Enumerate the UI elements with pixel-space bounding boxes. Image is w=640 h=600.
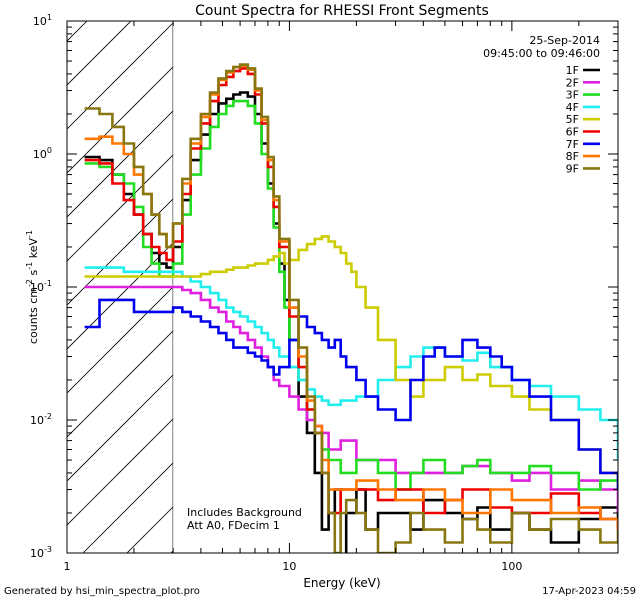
legend-label-7F: 7F <box>566 138 579 151</box>
y-tick-base: 10 <box>33 148 47 161</box>
spectra-series <box>84 63 618 553</box>
chart-title: Count Spectra for RHESSI Front Segments <box>195 3 489 19</box>
legend-label-2F: 2F <box>566 76 579 89</box>
y-tick-exponent: 0 <box>47 146 52 155</box>
y-tick-base: 10 <box>30 281 44 294</box>
legend-label-4F: 4F <box>566 101 579 114</box>
legend-label-3F: 3F <box>566 89 579 102</box>
legend-label-5F: 5F <box>566 113 579 126</box>
y-tick-exponent: 1 <box>47 13 52 22</box>
y-label-sup2: -1 <box>25 262 34 270</box>
y-label-end: keV <box>27 238 40 262</box>
x-tick-label: 100 <box>501 560 522 573</box>
footer-timestamp: 17-Apr-2023 04:59 <box>542 586 636 597</box>
y-tick-base: 10 <box>30 547 44 560</box>
y-tick-exponent: -3 <box>44 545 52 554</box>
y-tick-label: 10-2 <box>30 412 52 427</box>
series-line-5F <box>84 235 618 490</box>
series-line-9F <box>84 63 618 553</box>
hatch-line <box>67 21 220 174</box>
y-label-main: counts cm <box>27 287 40 344</box>
time-range-label: 09:45:00 to 09:46:00 <box>483 47 600 60</box>
legend-label-1F: 1F <box>566 64 579 77</box>
x-axis-label: Energy (keV) <box>303 576 380 590</box>
y-tick-exponent: -1 <box>44 279 52 288</box>
y-tick-base: 10 <box>30 414 44 427</box>
y-tick-base: 10 <box>33 15 47 28</box>
y-tick-label: 10-3 <box>30 545 52 560</box>
legend-label-8F: 8F <box>566 150 579 163</box>
y-label-sup3: -1 <box>25 230 34 238</box>
y-axis-label: counts cm-2 s-1 keV-1 <box>25 230 40 344</box>
y-tick-label: 100 <box>33 146 52 161</box>
annotation-attenuator: Att A0, FDecim 1 <box>187 519 280 532</box>
x-tick-label: 10 <box>282 560 296 573</box>
annotation-background: Includes Background <box>187 506 302 519</box>
y-label-mid: s <box>27 269 40 278</box>
legend-label-6F: 6F <box>566 126 579 139</box>
footer-generated: Generated by hsi_min_spectra_plot.pro <box>4 586 200 597</box>
legend-label-9F: 9F <box>566 162 579 175</box>
x-tick-label: 1 <box>64 560 71 573</box>
date-label: 25-Sep-2014 <box>529 34 600 47</box>
y-tick-label: 101 <box>33 13 52 28</box>
y-tick-label: 10-1 <box>30 279 52 294</box>
y-tick-exponent: -2 <box>44 412 52 421</box>
y-label-sup1: -2 <box>25 279 34 287</box>
series-line-7F <box>84 298 618 490</box>
